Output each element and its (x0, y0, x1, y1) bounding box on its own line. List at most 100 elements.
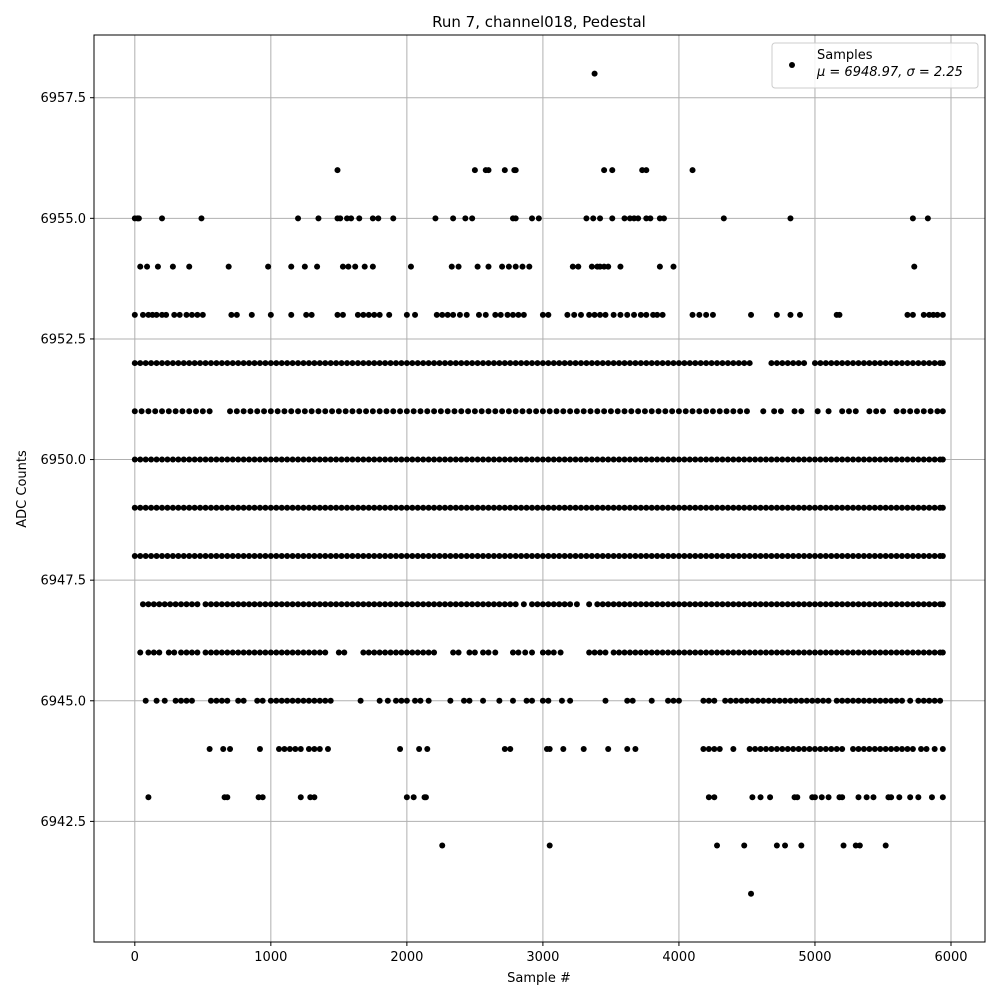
data-point (877, 553, 884, 560)
data-point (730, 746, 737, 753)
data-point (546, 408, 553, 415)
data-point (817, 456, 824, 463)
data-point (297, 746, 304, 753)
data-point (334, 311, 341, 318)
data-point (648, 504, 655, 511)
data-point (131, 456, 138, 463)
data-point (822, 649, 829, 656)
data-point (213, 504, 220, 511)
data-point (305, 697, 312, 704)
data-point (866, 360, 873, 367)
data-point (417, 697, 424, 704)
data-point (833, 746, 840, 753)
data-point (546, 746, 553, 753)
data-point (605, 746, 612, 753)
data-point (349, 360, 356, 367)
data-point (167, 601, 174, 608)
data-point (599, 456, 606, 463)
data-point (665, 649, 672, 656)
data-point (877, 697, 884, 704)
data-point (741, 601, 748, 608)
data-point (909, 649, 916, 656)
data-point (705, 697, 712, 704)
data-point (752, 504, 759, 511)
data-point (431, 360, 438, 367)
data-point (689, 311, 696, 318)
data-point (490, 504, 497, 511)
y-tick-label: 6945.0 (41, 694, 87, 709)
data-point (697, 504, 704, 511)
data-point (397, 408, 404, 415)
data-point (235, 601, 242, 608)
data-point (387, 553, 394, 560)
data-point (860, 601, 867, 608)
data-point (213, 456, 220, 463)
data-point (407, 263, 414, 270)
data-point (648, 360, 655, 367)
data-point (850, 360, 857, 367)
data-point (301, 408, 308, 415)
data-point (202, 360, 209, 367)
data-point (708, 456, 715, 463)
data-point (900, 408, 907, 415)
legend-label: Samples (817, 48, 873, 63)
data-point (361, 263, 368, 270)
data-point (295, 601, 302, 608)
data-point (371, 601, 378, 608)
data-point (496, 697, 503, 704)
data-point (700, 697, 707, 704)
data-point (278, 649, 285, 656)
data-point (768, 649, 775, 656)
data-point (235, 553, 242, 560)
data-point (637, 504, 644, 511)
data-point (135, 215, 142, 222)
data-point (686, 601, 693, 608)
data-point (828, 601, 835, 608)
data-point (349, 408, 356, 415)
data-point (888, 456, 895, 463)
data-point (229, 360, 236, 367)
data-point (586, 601, 593, 608)
data-point (904, 601, 911, 608)
data-point (899, 601, 906, 608)
x-axis-label: Sample # (507, 971, 571, 986)
data-point (937, 697, 944, 704)
data-point (801, 601, 808, 608)
data-point (828, 553, 835, 560)
data-point (344, 553, 351, 560)
data-point (757, 746, 764, 753)
data-point (909, 311, 916, 318)
data-point (590, 215, 597, 222)
data-point (469, 553, 476, 560)
data-point (392, 456, 399, 463)
data-point (480, 553, 487, 560)
data-point (311, 601, 318, 608)
data-point (376, 456, 383, 463)
data-point (724, 504, 731, 511)
data-point (635, 215, 642, 222)
data-point (165, 408, 172, 415)
data-point (882, 842, 889, 849)
data-point (496, 553, 503, 560)
data-point (286, 746, 293, 753)
data-point (164, 553, 171, 560)
data-point (703, 601, 710, 608)
data-point (447, 504, 454, 511)
data-point (441, 360, 448, 367)
data-point (335, 408, 342, 415)
data-point (659, 360, 666, 367)
data-point (850, 504, 857, 511)
data-point (156, 649, 163, 656)
data-point (417, 408, 424, 415)
data-point (145, 408, 152, 415)
data-point (458, 504, 465, 511)
data-point (825, 697, 832, 704)
data-point (278, 360, 285, 367)
data-point (224, 360, 231, 367)
data-point (159, 360, 166, 367)
data-point (333, 360, 340, 367)
data-point (752, 601, 759, 608)
data-point (665, 553, 672, 560)
data-point (224, 649, 231, 656)
data-point (519, 408, 526, 415)
